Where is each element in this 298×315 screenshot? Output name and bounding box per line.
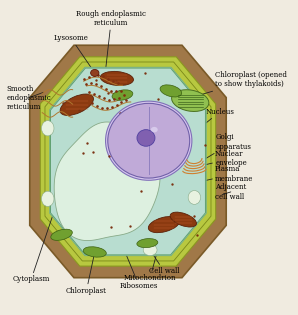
Ellipse shape (172, 90, 209, 112)
Ellipse shape (60, 94, 94, 115)
Text: Cytoplasm: Cytoplasm (13, 206, 56, 284)
Ellipse shape (160, 85, 182, 97)
Text: Chloroplast (opened
to show thylakoids): Chloroplast (opened to show thylakoids) (190, 71, 287, 98)
Ellipse shape (41, 121, 54, 136)
Text: Ribosomes: Ribosomes (120, 239, 158, 290)
Polygon shape (50, 67, 206, 256)
Text: Nuclear
envelope: Nuclear envelope (190, 150, 247, 169)
Polygon shape (54, 122, 160, 241)
Text: Rough endoplasmic
reticulum: Rough endoplasmic reticulum (76, 10, 146, 80)
Ellipse shape (108, 103, 190, 178)
Text: Smooth
endoplasmic
reticulum: Smooth endoplasmic reticulum (6, 85, 51, 111)
Polygon shape (30, 45, 226, 278)
Text: Mitochondrion: Mitochondrion (124, 226, 176, 282)
Text: Nucleus: Nucleus (190, 108, 234, 137)
Text: Chloroplast: Chloroplast (66, 252, 107, 295)
Ellipse shape (143, 244, 157, 255)
Ellipse shape (105, 101, 192, 180)
Text: Golgi
apparatus: Golgi apparatus (205, 134, 251, 159)
Ellipse shape (137, 238, 158, 248)
Ellipse shape (51, 229, 72, 240)
Ellipse shape (91, 70, 99, 76)
Polygon shape (40, 57, 216, 266)
Ellipse shape (41, 191, 54, 206)
Ellipse shape (137, 130, 155, 146)
Text: Lysosome: Lysosome (54, 34, 95, 73)
Ellipse shape (148, 216, 180, 233)
Ellipse shape (151, 127, 158, 132)
Text: Adjacent
cell wall: Adjacent cell wall (215, 183, 246, 201)
Ellipse shape (188, 191, 201, 204)
Ellipse shape (83, 247, 106, 257)
Ellipse shape (112, 90, 133, 100)
Text: Cell wall: Cell wall (149, 250, 179, 275)
Text: Plasma
membrane: Plasma membrane (204, 165, 254, 182)
Ellipse shape (100, 72, 134, 85)
Ellipse shape (170, 212, 196, 227)
